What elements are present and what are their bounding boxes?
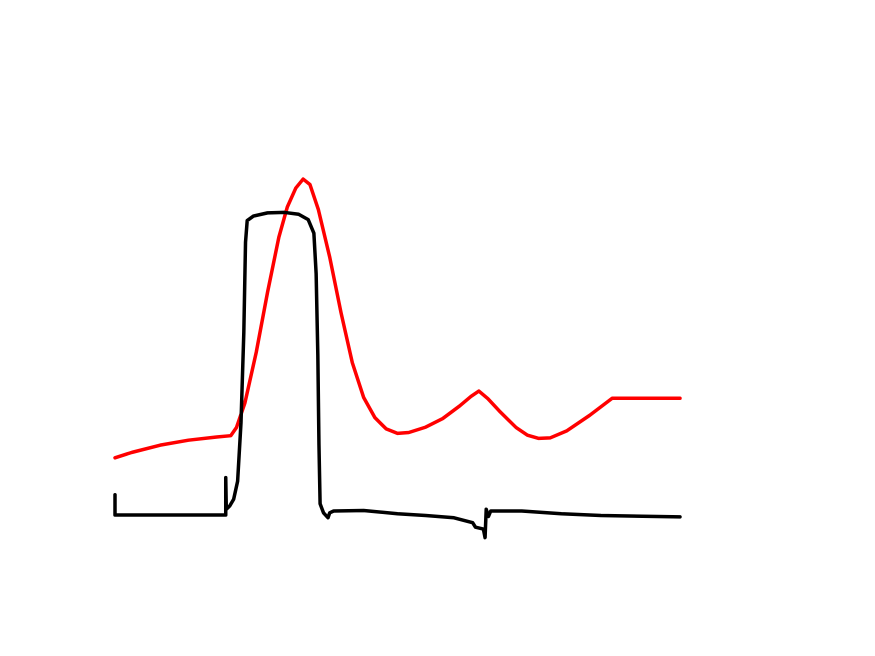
series-layer [113,177,682,540]
red-trace-line [113,177,682,460]
black-trace-line [113,210,682,540]
